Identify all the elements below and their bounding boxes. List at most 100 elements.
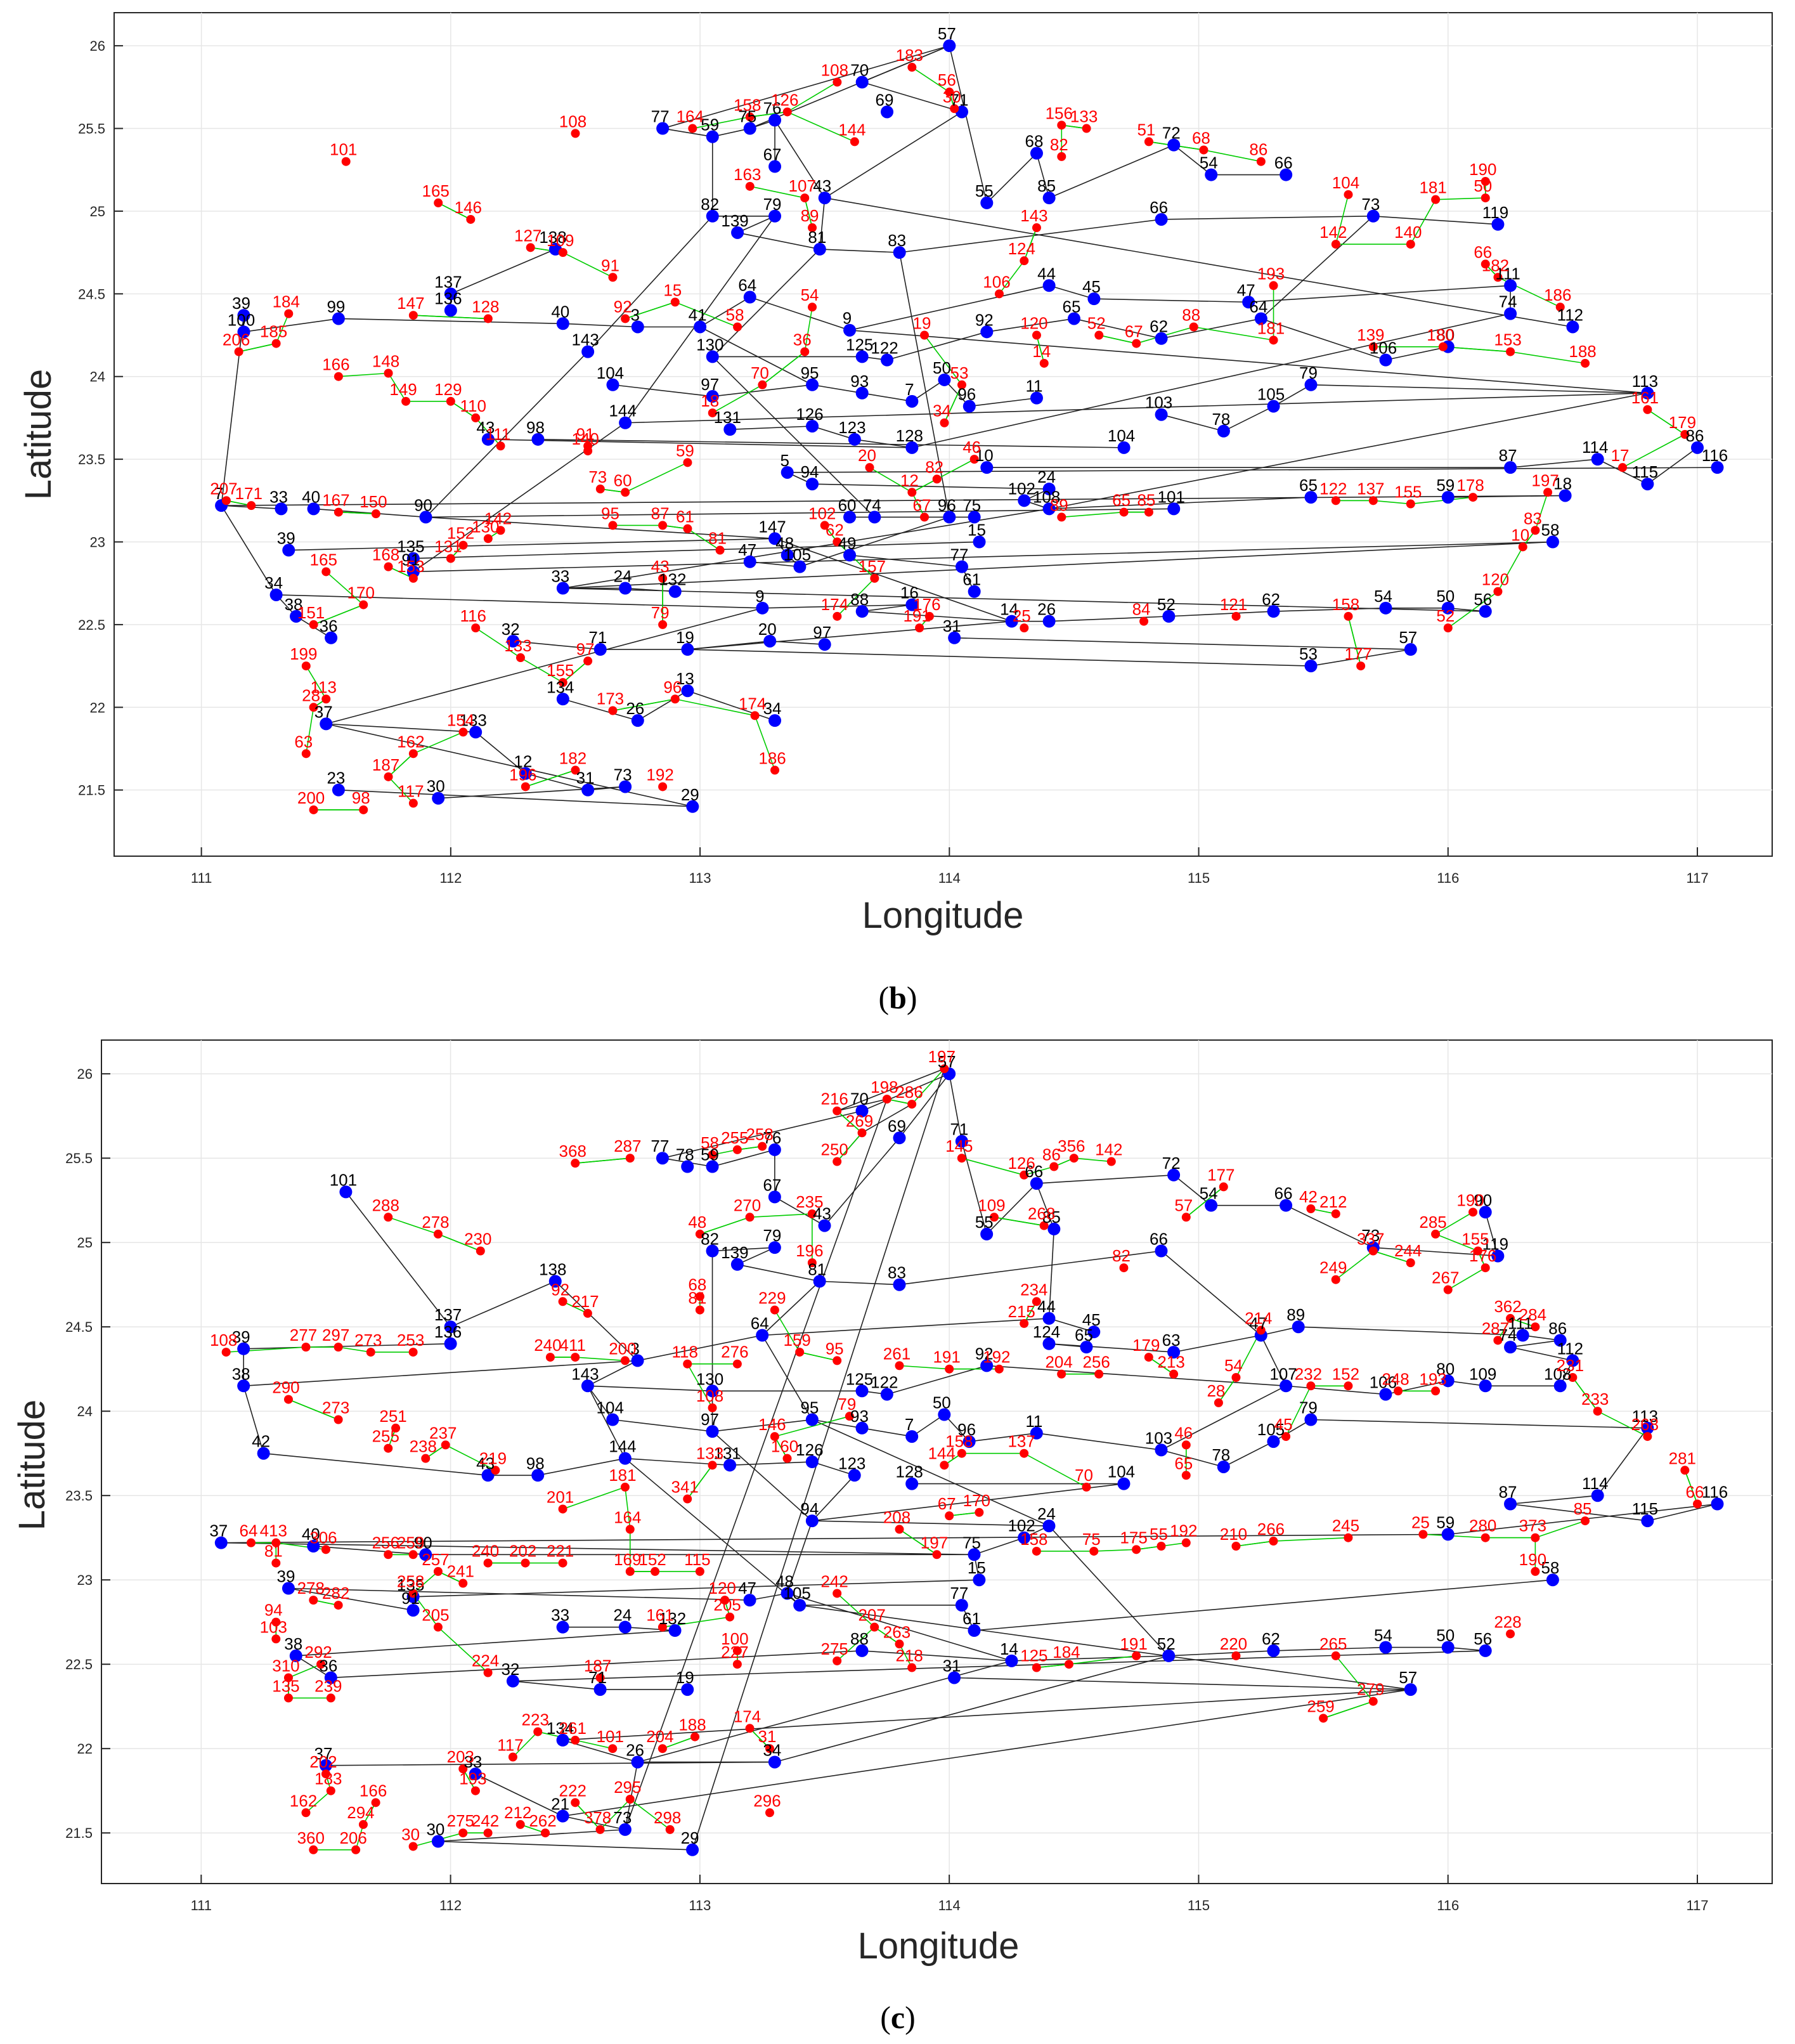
original-node [818, 192, 831, 205]
edge [1273, 1419, 1311, 1442]
edge [712, 356, 875, 518]
added-node [1189, 322, 1198, 332]
original-node [1005, 1654, 1018, 1667]
original-node-label: 54 [1200, 1184, 1218, 1203]
added-node-label: 81 [708, 529, 727, 548]
added-node-label: 248 [1382, 1369, 1409, 1388]
added-node-label: 96 [663, 677, 682, 696]
new-edge [1647, 409, 1685, 435]
original-node [805, 1514, 819, 1528]
original-node [1167, 1346, 1181, 1359]
edge [1286, 1385, 1386, 1395]
original-node [1042, 1337, 1056, 1350]
original-node [943, 511, 956, 524]
edge [1036, 1175, 1174, 1184]
original-node-label: 48 [775, 1572, 794, 1591]
added-node-label: 280 [1469, 1516, 1496, 1535]
added-node [1020, 1318, 1029, 1328]
added-node-label: 297 [322, 1325, 349, 1344]
original-node [1641, 1421, 1654, 1435]
original-node-label: 15 [968, 521, 986, 540]
new-edge [949, 1512, 980, 1516]
added-node [1331, 1209, 1340, 1218]
edge [1273, 384, 1311, 407]
new-edge [1203, 149, 1262, 162]
original-node-label: 126 [796, 405, 823, 424]
original-node [556, 693, 569, 706]
edge [862, 1428, 912, 1437]
added-node-label: 81 [264, 1542, 283, 1561]
added-node-label: 200 [609, 1339, 636, 1358]
added-node [309, 1596, 318, 1605]
original-node-label: 74 [863, 495, 881, 514]
original-node-label: 139 [721, 1243, 748, 1262]
original-node-label: 134 [547, 677, 574, 696]
original-node [506, 1674, 519, 1688]
added-node-label: 55 [1150, 1525, 1168, 1544]
added-node [1643, 405, 1652, 414]
added-node [1181, 1440, 1191, 1450]
original-node [855, 605, 869, 618]
added-node [221, 1348, 231, 1357]
added-node [271, 339, 281, 348]
added-node [326, 1786, 335, 1795]
added-node-label: 337 [1357, 1230, 1384, 1249]
added-node [384, 562, 393, 571]
original-node [1254, 312, 1267, 325]
edge [1510, 1346, 1573, 1362]
added-node [1269, 1537, 1278, 1546]
added-node [725, 1612, 735, 1622]
edge [974, 1579, 1553, 1631]
added-node [1119, 1263, 1129, 1273]
y-tick-label: 24.5 [65, 1319, 93, 1335]
original-node [593, 643, 607, 656]
added-node-label: 253 [397, 1331, 424, 1350]
added-node [833, 77, 842, 87]
added-node [670, 694, 680, 704]
added-node [857, 1128, 867, 1138]
added-node [1181, 1213, 1191, 1222]
edge [662, 45, 950, 129]
added-node [384, 368, 393, 378]
y-tick-label: 22 [77, 1741, 93, 1757]
original-node [1155, 1443, 1168, 1457]
added-node-label: 147 [397, 294, 424, 313]
new-edge [562, 252, 613, 278]
new-edge [387, 776, 414, 804]
added-node [384, 1443, 393, 1453]
new-edge [575, 1157, 630, 1164]
added-node [483, 1828, 493, 1838]
original-node-label: 125 [846, 335, 873, 354]
original-node-label: 85 [1042, 1208, 1061, 1227]
original-node [855, 1104, 869, 1117]
original-node-label: 43 [476, 418, 495, 437]
original-node-label: 108 [1033, 487, 1060, 506]
added-node-label: 30 [401, 1825, 420, 1844]
edge [1285, 1204, 1374, 1248]
added-node [470, 1786, 480, 1795]
added-node-label: 46 [962, 438, 981, 457]
new-edge [562, 1487, 626, 1510]
added-node [458, 1828, 468, 1838]
original-node-label: 81 [808, 1260, 826, 1279]
original-node [980, 1359, 994, 1372]
edge [1161, 1385, 1286, 1451]
new-edge [749, 186, 805, 199]
original-node [948, 1671, 961, 1684]
original-node [681, 1683, 694, 1696]
original-node [880, 1388, 893, 1401]
added-node [695, 1305, 704, 1315]
new-edge [288, 1398, 339, 1421]
added-node [1368, 1696, 1378, 1706]
added-node [1344, 611, 1353, 621]
original-node [1641, 1514, 1654, 1528]
original-node-label: 88 [850, 590, 869, 609]
edge [1048, 1525, 1169, 1657]
x-tick-label: 112 [439, 870, 462, 886]
added-node-label: 257 [422, 1550, 449, 1569]
edge [1161, 413, 1224, 432]
added-node [283, 1693, 293, 1703]
original-node [813, 242, 826, 256]
added-node-label: 161 [646, 1606, 673, 1625]
added-node [625, 1525, 635, 1534]
